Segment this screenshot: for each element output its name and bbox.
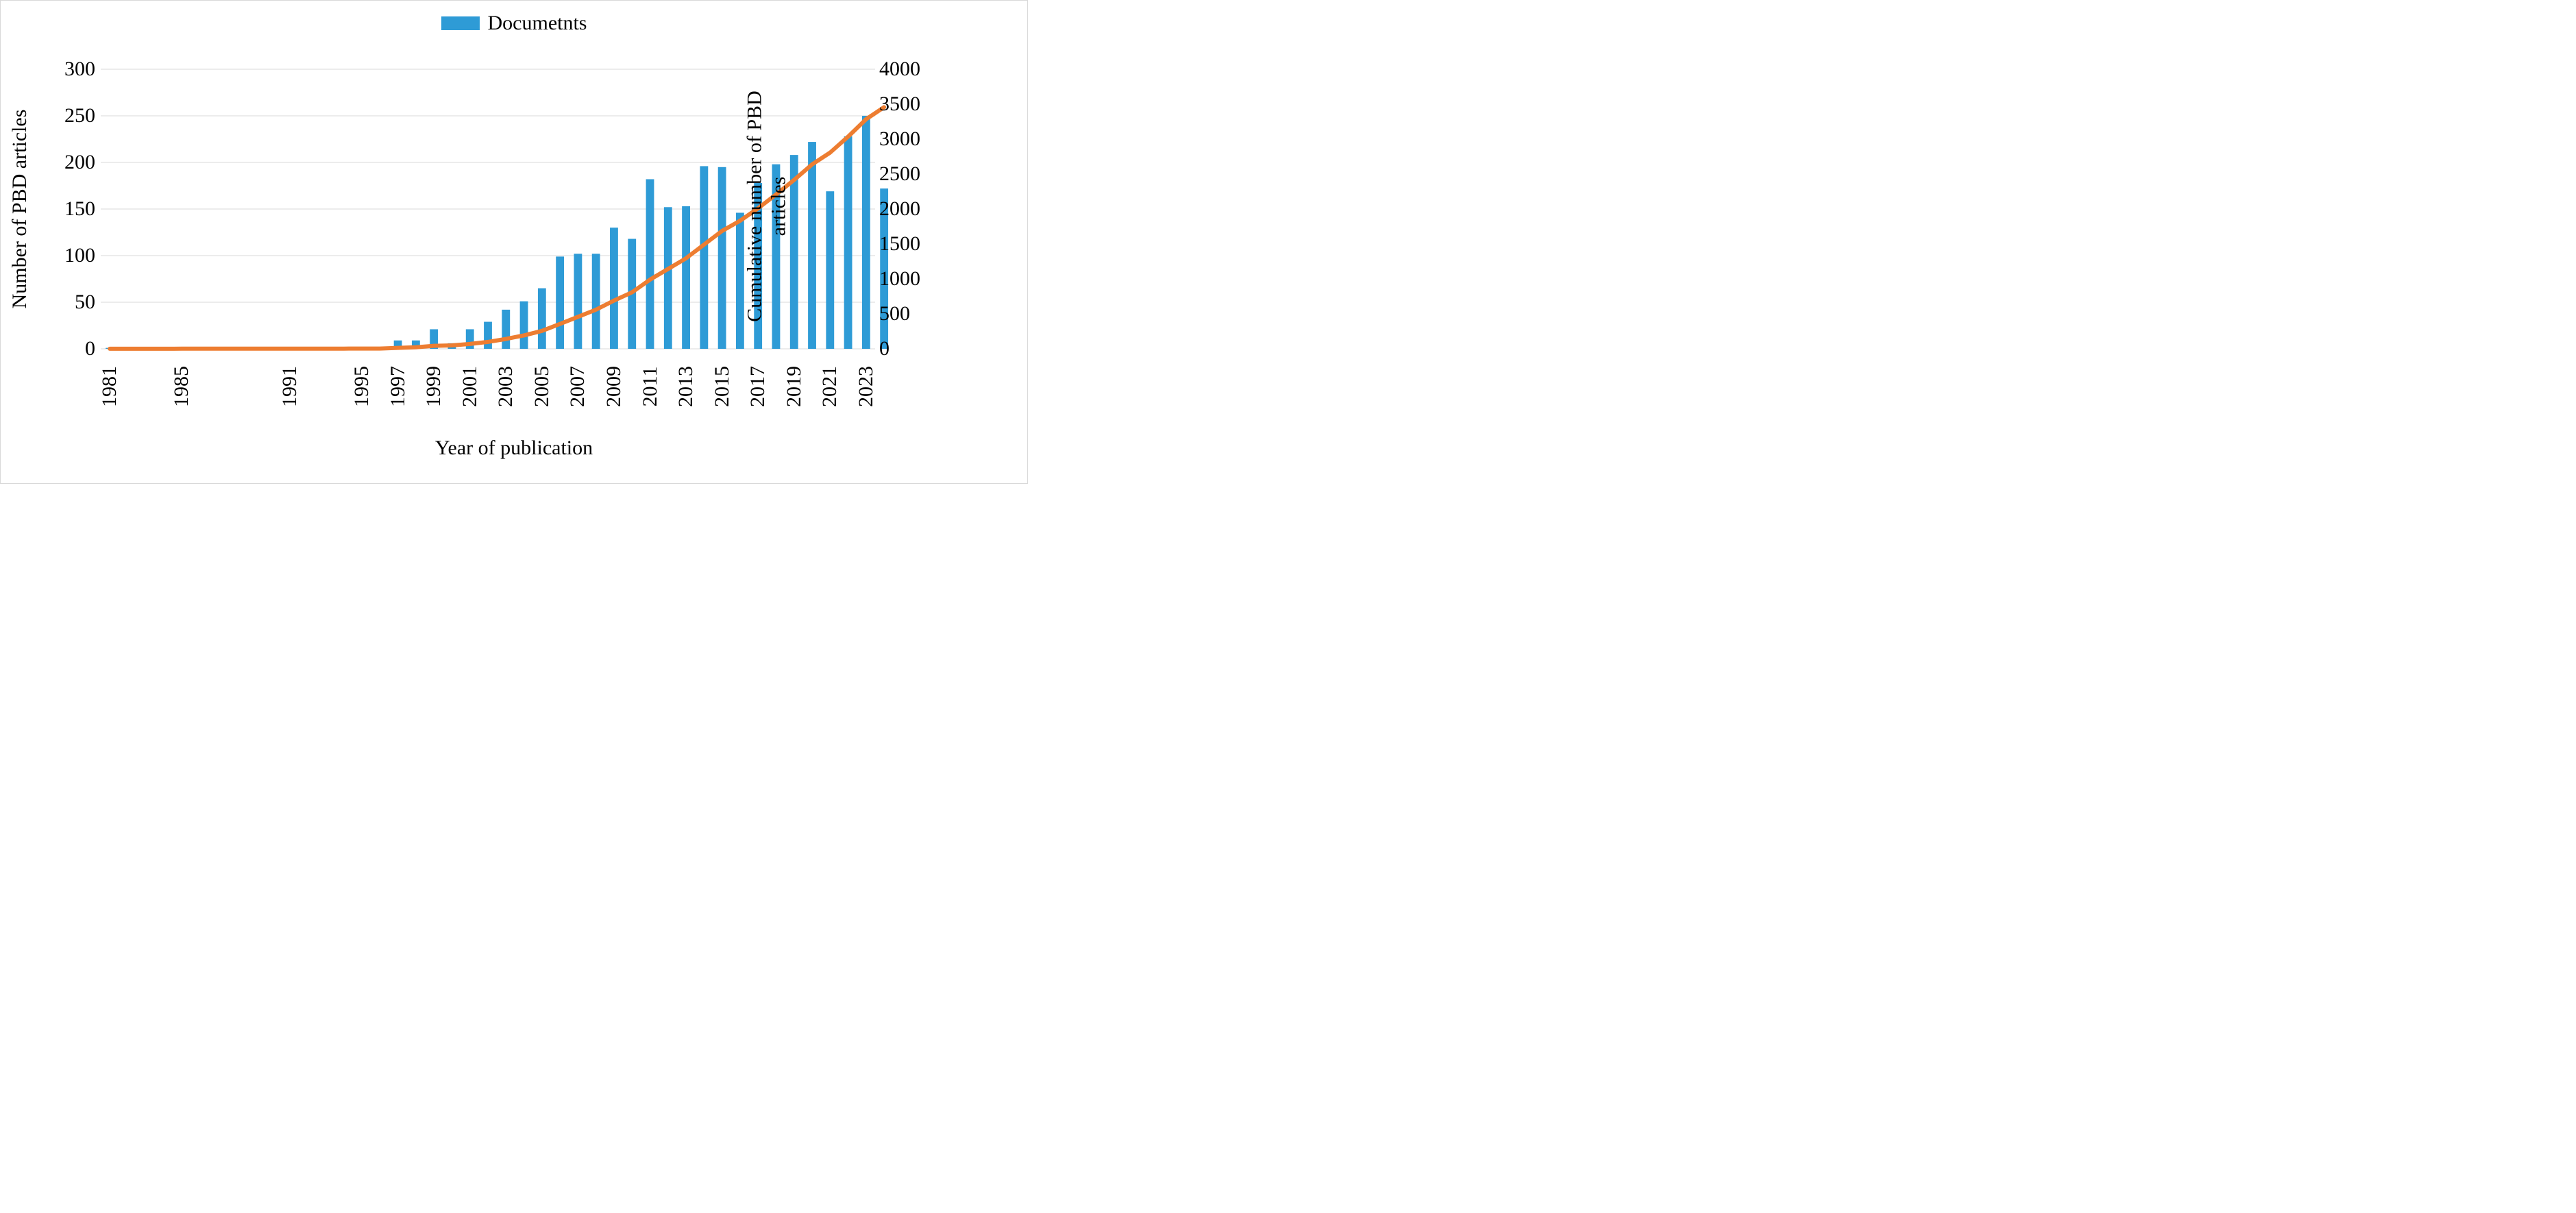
y-right-tick: 3000 — [879, 127, 920, 151]
bar — [574, 254, 582, 349]
bar — [520, 302, 528, 349]
x-tick: 2003 — [494, 366, 517, 407]
legend-label-documents: Documetnts — [488, 12, 587, 35]
y-left-tick: 0 — [85, 337, 95, 360]
legend: Documetnts — [1, 12, 1027, 35]
y-right-tick: 2000 — [879, 197, 920, 221]
x-tick: 1999 — [422, 366, 445, 407]
bar — [610, 228, 618, 349]
bar — [826, 191, 834, 349]
bar — [844, 136, 852, 349]
y-left-tick: 50 — [75, 291, 95, 314]
chart-container: Documetnts 0 50 100 150 200 250 300 0 500 1000 15… — [0, 0, 1028, 484]
x-tick: 1991 — [278, 366, 302, 407]
y-left-tick: 150 — [64, 197, 95, 221]
x-tick: 2001 — [458, 366, 482, 407]
y-right-axis-title: Cumulative number of PBD articles — [744, 69, 791, 343]
y-right-tick: 3500 — [879, 93, 920, 116]
y-left-tick: 100 — [64, 244, 95, 267]
bar — [502, 310, 510, 349]
y-right-tick: 1000 — [879, 267, 920, 291]
x-tick: 2009 — [602, 366, 626, 407]
y-left-tick: 300 — [64, 58, 95, 81]
y-right-tick: 500 — [879, 302, 910, 326]
x-tick: 2017 — [746, 366, 770, 407]
y-left-axis-title: Number of PBD articles — [8, 110, 32, 309]
y-left-tick: 250 — [64, 104, 95, 127]
bar — [862, 116, 870, 349]
bar — [718, 167, 726, 349]
x-tick: 2023 — [855, 366, 878, 407]
x-tick: 2013 — [674, 366, 698, 407]
x-tick: 2021 — [818, 366, 842, 407]
x-tick: 2007 — [566, 366, 589, 407]
bar — [646, 179, 654, 349]
bar — [808, 142, 816, 349]
y-left-tick: 200 — [64, 151, 95, 174]
bar — [682, 206, 690, 349]
x-tick: 1997 — [387, 366, 410, 407]
bar — [556, 256, 564, 349]
x-tick: 1981 — [98, 366, 121, 407]
bar — [538, 289, 546, 349]
x-tick: 2015 — [711, 366, 734, 407]
bar — [700, 166, 708, 349]
bar — [592, 254, 600, 349]
x-tick: 2011 — [639, 367, 662, 407]
x-tick: 1985 — [170, 366, 193, 407]
y-right-tick: 0 — [879, 337, 890, 360]
x-tick: 1995 — [350, 366, 373, 407]
x-axis-title: Year of publication — [1, 437, 1027, 460]
y-right-tick: 1500 — [879, 232, 920, 256]
bar — [484, 322, 492, 349]
x-tick: 2005 — [530, 366, 554, 407]
y-right-tick: 4000 — [879, 58, 920, 81]
y-right-tick: 2500 — [879, 162, 920, 186]
x-tick: 2019 — [783, 366, 806, 407]
bar — [664, 207, 672, 349]
legend-swatch-documents — [441, 16, 480, 30]
